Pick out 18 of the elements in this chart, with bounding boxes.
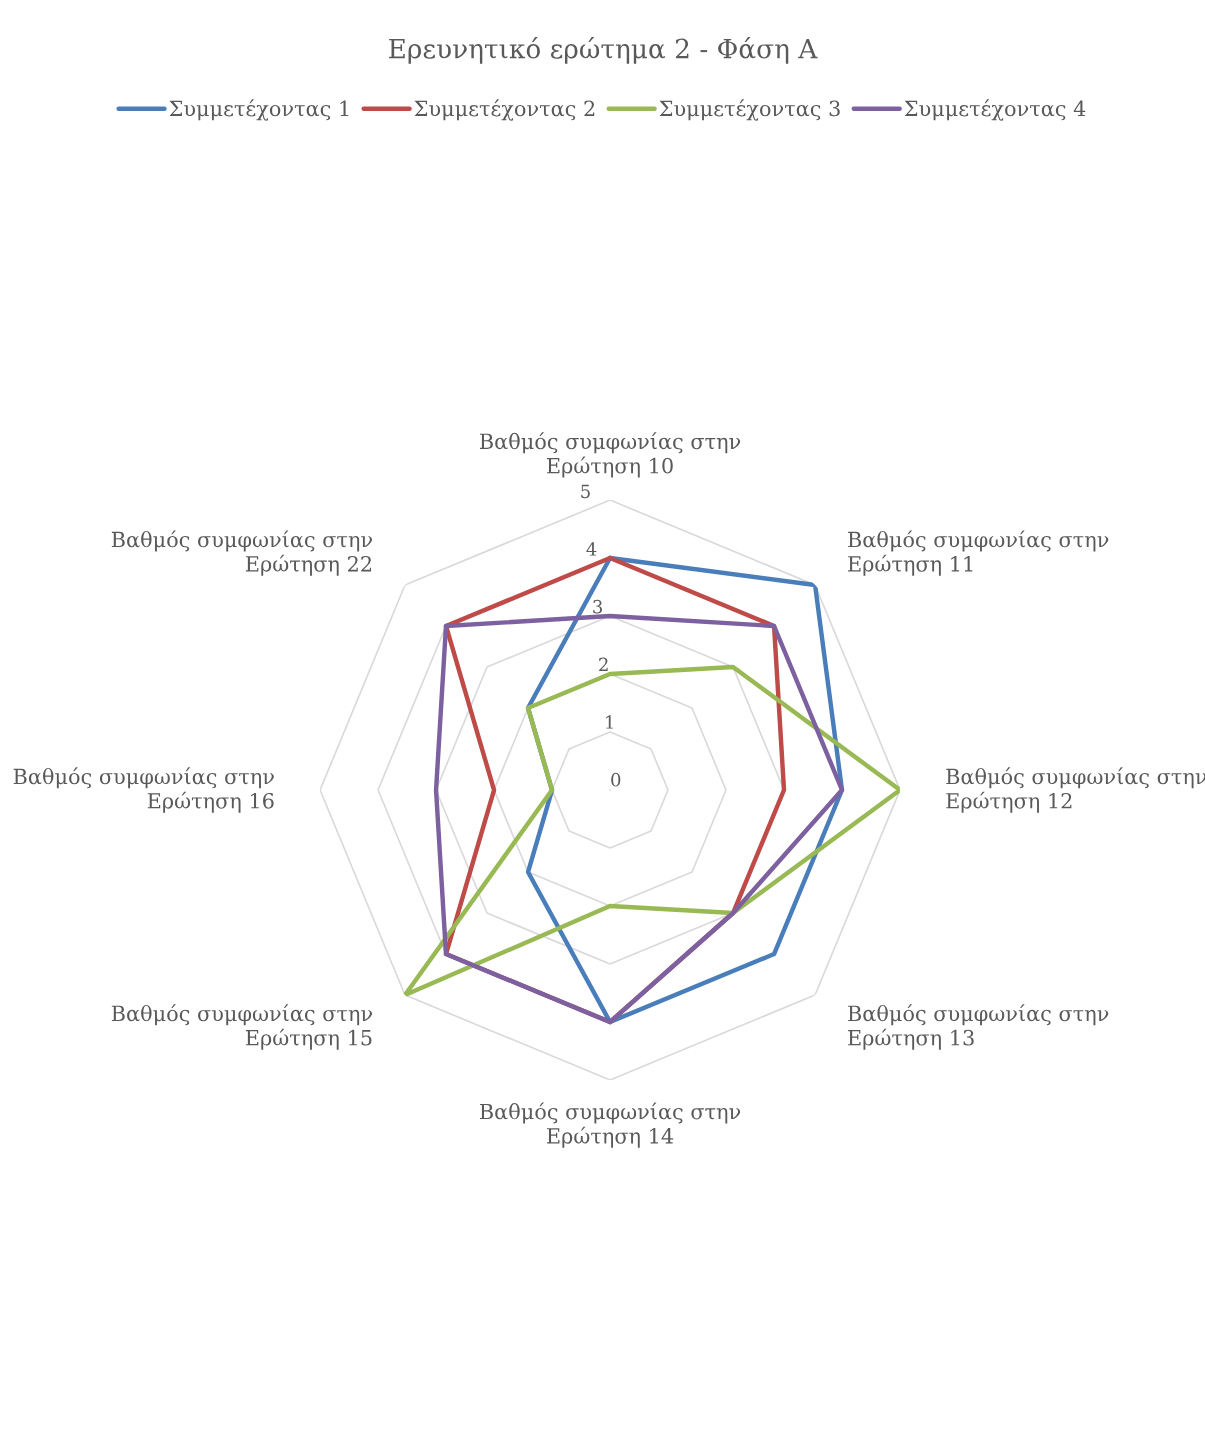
spoke-label: Βαθμός συμφωνίας στην Ερώτηση 11 <box>848 530 1109 576</box>
spoke-label: Βαθμός συμφωνίας στην Ερώτηση 13 <box>848 1004 1109 1050</box>
y-tick-label: 3 <box>593 599 602 614</box>
y-tick-label: 5 <box>581 484 590 499</box>
chart-title: Ερευνητικό ερώτημα 2 - Φάση Α <box>389 37 818 64</box>
y-tick-label: 2 <box>599 657 608 671</box>
y-tick-label: 0 <box>611 772 621 787</box>
legend-label: Συμμετέχοντας 3 <box>659 99 840 121</box>
spoke-label: Βαθμός συμφωνίας στην Ερώτηση 16 <box>13 767 274 813</box>
legend-label: Συμμετέχοντας 4 <box>904 99 1086 121</box>
y-tick-label: 4 <box>586 542 597 556</box>
legend-label: Συμμετέχοντας 1 <box>169 99 349 121</box>
spoke-label: Βαθμός συμφωνίας στην Ερώτηση 15 <box>111 1004 372 1050</box>
spoke-label: Βαθμός συμφωνίας στην Ερώτηση 10 <box>479 432 741 478</box>
y-tick-label: 1 <box>606 715 613 729</box>
spoke-label: Βαθμός συμφωνίας στην Ερώτηση 14 <box>479 1102 741 1148</box>
spoke-label: Βαθμός συμφωνίας στην Ερώτηση 22 <box>111 530 372 576</box>
legend-label: Συμμετέχοντας 2 <box>414 99 595 121</box>
